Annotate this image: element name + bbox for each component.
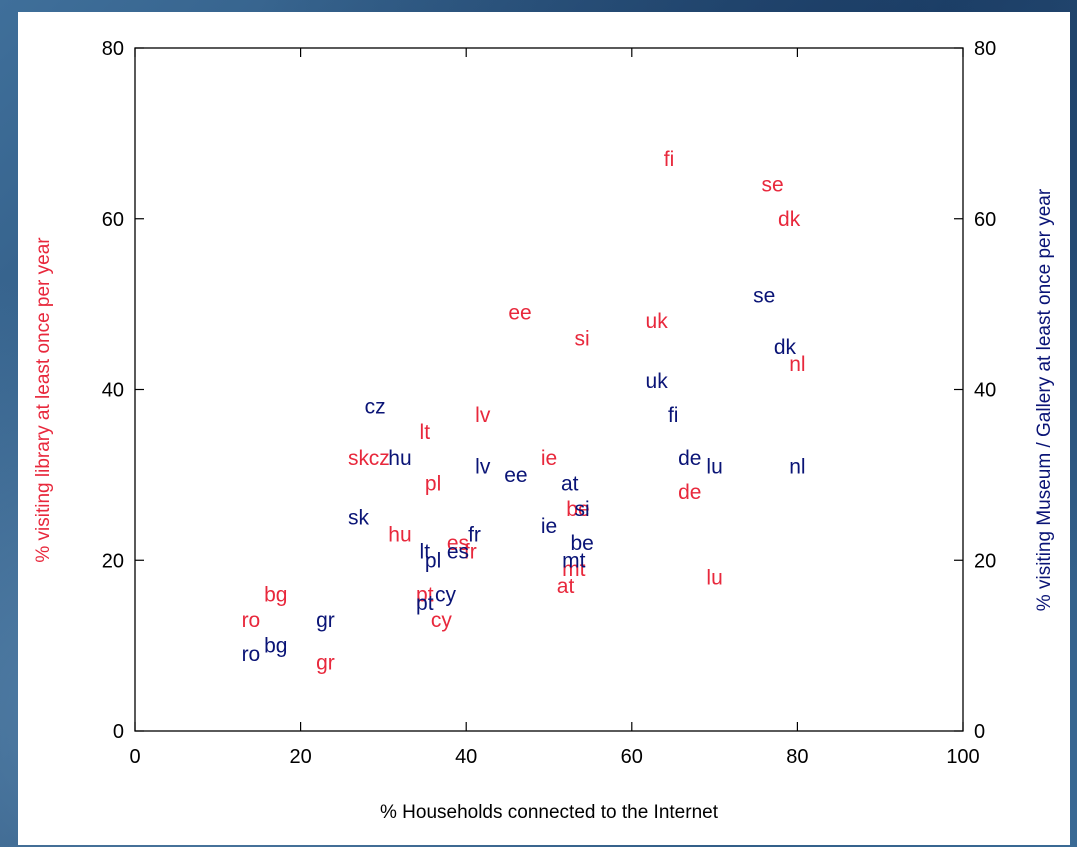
point-label-library-cy: cy: [431, 609, 453, 632]
point-label-museum-pt: pt: [416, 592, 434, 615]
y-axis-left-title: % visiting library at least once per yea…: [33, 237, 54, 563]
point-label-museum-hu: hu: [388, 447, 411, 470]
y-tick-label-left: 20: [102, 550, 124, 572]
x-tick-label: 40: [455, 746, 477, 768]
y-tick-label-left: 40: [102, 380, 124, 402]
point-label-library-cz: cz: [369, 447, 390, 470]
point-label-museum-lu: lu: [706, 455, 722, 478]
point-label-museum-nl: nl: [789, 455, 805, 478]
point-label-museum-lt: lt: [420, 541, 431, 564]
y-tick-label-right: 80: [974, 38, 996, 60]
point-label-library-ie: ie: [541, 447, 557, 470]
point-label-library-fi: fi: [664, 148, 675, 171]
x-tick-label: 60: [621, 746, 643, 768]
point-label-library-lv: lv: [475, 404, 491, 427]
point-label-museum-fi: fi: [668, 404, 679, 427]
point-label-library-pt: pt: [416, 583, 434, 606]
point-label-library-gr: gr: [316, 652, 335, 675]
point-label-library-es: es: [447, 532, 469, 555]
point-label-museum-gr: gr: [316, 609, 335, 632]
point-label-library-nl: nl: [789, 353, 805, 376]
point-label-library-lu: lu: [706, 566, 722, 589]
x-tick-label: 80: [786, 746, 808, 768]
point-label-library-ee: ee: [508, 302, 531, 325]
point-label-museum-cy: cy: [435, 583, 457, 606]
point-label-library-uk: uk: [646, 310, 669, 333]
point-label-museum-bg: bg: [264, 635, 287, 658]
y-tick-label-right: 0: [974, 721, 985, 743]
point-label-library-ro: ro: [242, 609, 261, 632]
point-label-museum-uk: uk: [646, 370, 669, 393]
point-label-museum-be: be: [570, 532, 593, 555]
point-label-museum-dk: dk: [774, 336, 797, 359]
point-label-museum-ro: ro: [242, 643, 261, 666]
x-tick-label: 0: [129, 746, 140, 768]
y-tick-label-left: 60: [102, 209, 124, 231]
x-tick-label: 20: [289, 746, 311, 768]
point-label-museum-ie: ie: [541, 515, 557, 538]
x-axis-title: % Households connected to the Internet: [380, 802, 719, 823]
chart-panel: 0 20 40 60 80 100 0 0 20 20 40 40 60 60 80 80 fi se dk nl e…: [18, 12, 1070, 845]
point-label-museum-lv: lv: [475, 455, 491, 478]
point-label-museum-de: de: [678, 447, 701, 470]
point-label-library-bg: bg: [264, 583, 287, 606]
point-label-library-si: si: [575, 327, 590, 350]
point-label-library-se: se: [761, 174, 783, 197]
point-label-museum-ee: ee: [504, 464, 527, 487]
point-label-library-pl: pl: [425, 472, 441, 495]
x-tick-label: 100: [946, 746, 979, 768]
point-label-library-mt: mt: [562, 558, 585, 581]
point-label-museum-es: es: [447, 541, 469, 564]
point-label-museum-se: se: [753, 285, 775, 308]
point-label-library-fr: fr: [464, 541, 477, 564]
point-label-library-sk: sk: [348, 447, 370, 470]
point-label-library-lt: lt: [420, 421, 431, 444]
point-label-library-hu: hu: [388, 524, 411, 547]
point-label-library-be: be: [566, 498, 589, 521]
point-label-museum-sk: sk: [348, 507, 370, 530]
y-tick-label-right: 40: [974, 380, 996, 402]
point-label-museum-mt: mt: [562, 549, 585, 572]
y-tick-label-left: 0: [113, 721, 124, 743]
point-label-library-dk: dk: [778, 208, 801, 231]
point-label-library-at: at: [557, 575, 575, 598]
point-label-museum-pl: pl: [425, 549, 441, 572]
point-label-museum-fr: fr: [468, 524, 481, 547]
y-tick-label-right: 60: [974, 209, 996, 231]
point-label-museum-cz: cz: [365, 396, 386, 419]
y-tick-label-left: 80: [102, 38, 124, 60]
point-label-library-de: de: [678, 481, 701, 504]
point-label-museum-at: at: [561, 472, 579, 495]
y-tick-label-right: 20: [974, 550, 996, 572]
point-label-museum-si: si: [575, 498, 590, 521]
y-axis-right-title: % visiting Museum / Gallery at least onc…: [1034, 188, 1055, 611]
